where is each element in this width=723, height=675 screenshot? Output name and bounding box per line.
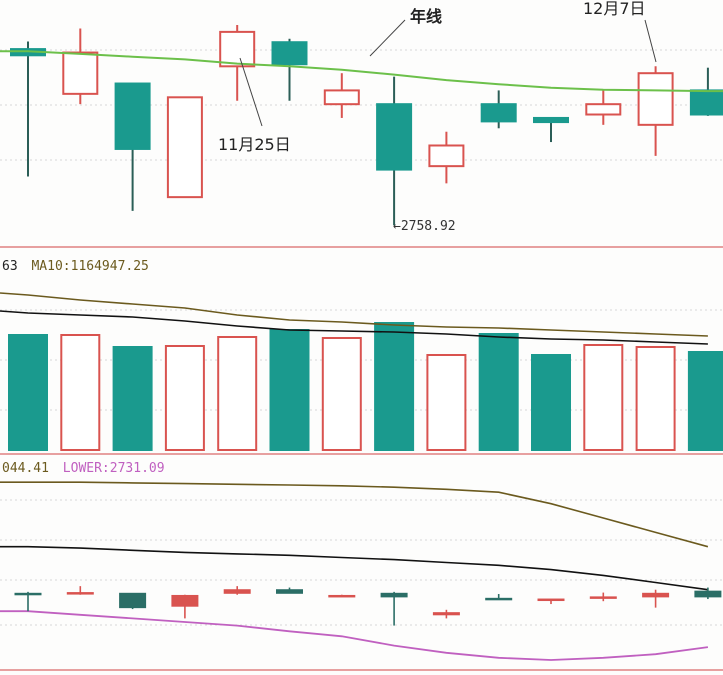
price-candle-body <box>271 41 308 66</box>
price-candle <box>585 90 622 125</box>
price-candle <box>480 90 517 129</box>
volume-bar <box>583 344 624 451</box>
price-candle-body <box>114 82 151 150</box>
boll-candles <box>14 586 722 626</box>
price-candle <box>533 116 569 143</box>
volume-bar <box>164 345 205 451</box>
boll-candle-body <box>223 589 251 594</box>
boll-candle <box>66 586 94 595</box>
price-candle <box>323 73 360 118</box>
annotation-date-b-pointer <box>644 19 657 63</box>
price-candle <box>428 131 465 184</box>
annotation-date-b: 12月7日 <box>583 0 646 18</box>
boll-candle-body <box>432 612 460 616</box>
low-value-text: 2758.92 <box>401 219 456 234</box>
boll-candle <box>223 586 251 595</box>
volume-bar <box>112 346 153 451</box>
price-candle-body <box>428 144 465 168</box>
boll-candle-body <box>14 592 42 596</box>
boll-candle <box>642 589 670 608</box>
price-candle <box>376 76 413 226</box>
volume-label-ma10: MA10:1164947.25 <box>31 259 148 274</box>
year-line-series <box>0 50 723 93</box>
annotation-year-line-pointer <box>369 19 406 57</box>
boll-candle <box>171 594 199 619</box>
boll-label: 044.41 LOWER:2731.09 <box>2 461 165 476</box>
boll-label-prefix: 044.41 <box>2 461 49 476</box>
boll-candle <box>276 587 303 594</box>
boll-lower-series <box>0 610 709 661</box>
boll-candle <box>380 591 408 626</box>
price-candle <box>166 96 203 199</box>
price-candle-body <box>219 30 256 68</box>
price-candle <box>114 82 151 211</box>
price-candle-body <box>533 116 569 124</box>
boll-candle <box>694 587 722 600</box>
volume-label-prefix: 63 <box>2 259 18 274</box>
boll-candle-body <box>328 594 356 598</box>
price-candle <box>10 41 46 177</box>
price-candle-body <box>689 89 723 116</box>
price-candle <box>62 28 99 105</box>
boll-candle-body <box>642 592 670 598</box>
volume-label: 63 MA10:1164947.25 <box>2 259 149 274</box>
boll-mid-series <box>0 545 709 591</box>
volume-bars <box>8 322 723 451</box>
boll-candle-body <box>589 596 617 599</box>
volume-bar <box>478 333 519 451</box>
volume-bar <box>687 351 723 451</box>
boll-label-lower: LOWER:2731.09 <box>63 461 165 476</box>
boll-candle <box>537 598 565 605</box>
boll-candle <box>485 594 513 601</box>
price-candle-body <box>637 72 674 126</box>
price-candle-body <box>166 96 203 199</box>
boll-candle-body <box>171 594 199 607</box>
price-candle-body <box>480 103 517 123</box>
volume-bar <box>531 354 571 451</box>
boll-candle-body <box>537 598 565 602</box>
volume-bar <box>635 346 676 451</box>
boll-candle-body <box>119 592 147 609</box>
boll-candle <box>328 594 356 598</box>
volume-ma-olive-series <box>0 292 708 337</box>
volume-bar <box>60 334 101 451</box>
volume-bar <box>321 337 362 451</box>
volume-bar <box>269 329 310 451</box>
boll-candle <box>14 591 42 612</box>
boll-candle <box>432 609 460 619</box>
boll-candle-body <box>380 592 408 598</box>
boll-candle-body <box>694 590 722 598</box>
price-candle-body <box>323 89 360 106</box>
annotation-date-a: 11月25日 <box>218 135 291 154</box>
price-candle <box>637 66 674 156</box>
annotation-year-line: 年线 <box>410 7 442 26</box>
volume-bar <box>8 334 48 451</box>
boll-upper-series <box>0 481 709 548</box>
boll-candle-body <box>66 592 94 595</box>
price-candles <box>10 25 723 226</box>
price-candle <box>271 38 308 101</box>
annotation-date-a-pointer <box>239 57 263 127</box>
low-arrow: ← <box>393 219 401 234</box>
volume-ma-dark-series <box>0 310 708 345</box>
price-candle-body <box>585 103 622 116</box>
boll-candle-body <box>485 597 513 601</box>
price-candle-body <box>62 51 99 95</box>
volume-bar <box>217 336 258 451</box>
price-candle-body <box>376 103 413 171</box>
volume-bar <box>426 354 467 451</box>
boll-candle <box>589 592 617 602</box>
boll-candle-body <box>276 589 303 594</box>
volume-bar <box>374 322 415 451</box>
boll-candle <box>119 592 147 610</box>
annotation-low-value: ←2758.92 <box>393 219 456 234</box>
